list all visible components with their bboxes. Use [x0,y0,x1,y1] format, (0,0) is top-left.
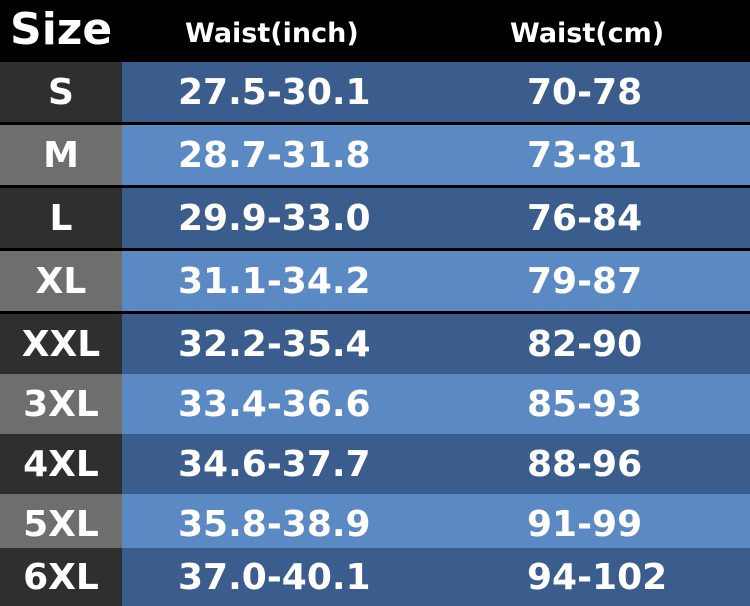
table-row: XXL 32.2-35.4 82-90 [0,314,750,374]
table-row: XL 31.1-34.2 79-87 [0,251,750,311]
size-cell: 3XL [0,374,122,434]
waist-cm-cell: 82-90 [527,323,643,365]
value-cell: 29.9-33.0 76-84 [122,188,750,248]
value-cell: 37.0-40.1 94-102 [122,548,750,606]
waist-cm-cell: 70-78 [527,71,643,113]
table-row: S 27.5-30.1 70-78 [0,62,750,122]
waist-cm-cell: 79-87 [527,260,643,302]
waist-inch-cell: 35.8-38.9 [178,503,371,545]
size-cell: M [0,125,122,185]
waist-inch-column-header: Waist(inch) [185,18,359,49]
size-cell: 6XL [0,548,122,606]
size-cell: XXL [0,314,122,374]
table-header: Size Waist(inch) Waist(cm) [0,0,750,62]
waist-inch-cell: 34.6-37.7 [178,443,371,485]
table-row: 5XL 35.8-38.9 91-99 [0,494,750,554]
size-cell: 4XL [0,434,122,494]
waist-cm-cell: 85-93 [527,383,643,425]
waist-cm-cell: 94-102 [527,556,668,598]
size-cell: XL [0,251,122,311]
value-cell: 27.5-30.1 70-78 [122,62,750,122]
waist-inch-cell: 28.7-31.8 [178,134,371,176]
size-column-header: Size [10,4,113,55]
table-row: M 28.7-31.8 73-81 [0,125,750,185]
waist-inch-cell: 33.4-36.6 [178,383,371,425]
waist-cm-cell: 88-96 [527,443,643,485]
value-cell: 32.2-35.4 82-90 [122,314,750,374]
value-cell: 35.8-38.9 91-99 [122,494,750,554]
waist-inch-cell: 27.5-30.1 [178,71,371,113]
table-row: 3XL 33.4-36.6 85-93 [0,374,750,434]
size-cell: L [0,188,122,248]
value-cell: 33.4-36.6 85-93 [122,374,750,434]
size-cell: S [0,62,122,122]
table-row: 6XL 37.0-40.1 94-102 [0,548,750,606]
waist-cm-cell: 76-84 [527,197,643,239]
waist-inch-cell: 31.1-34.2 [178,260,371,302]
waist-cm-cell: 91-99 [527,503,643,545]
table-row: 4XL 34.6-37.7 88-96 [0,434,750,494]
waist-inch-cell: 29.9-33.0 [178,197,371,239]
waist-cm-cell: 73-81 [527,134,643,176]
waist-inch-cell: 32.2-35.4 [178,323,371,365]
value-cell: 28.7-31.8 73-81 [122,125,750,185]
size-cell: 5XL [0,494,122,554]
value-cell: 34.6-37.7 88-96 [122,434,750,494]
value-cell: 31.1-34.2 79-87 [122,251,750,311]
table-row: L 29.9-33.0 76-84 [0,188,750,248]
table-body: S 27.5-30.1 70-78 M 28.7-31.8 73-81 L 29… [0,62,750,606]
waist-inch-cell: 37.0-40.1 [178,556,371,598]
waist-cm-column-header: Waist(cm) [510,18,665,49]
